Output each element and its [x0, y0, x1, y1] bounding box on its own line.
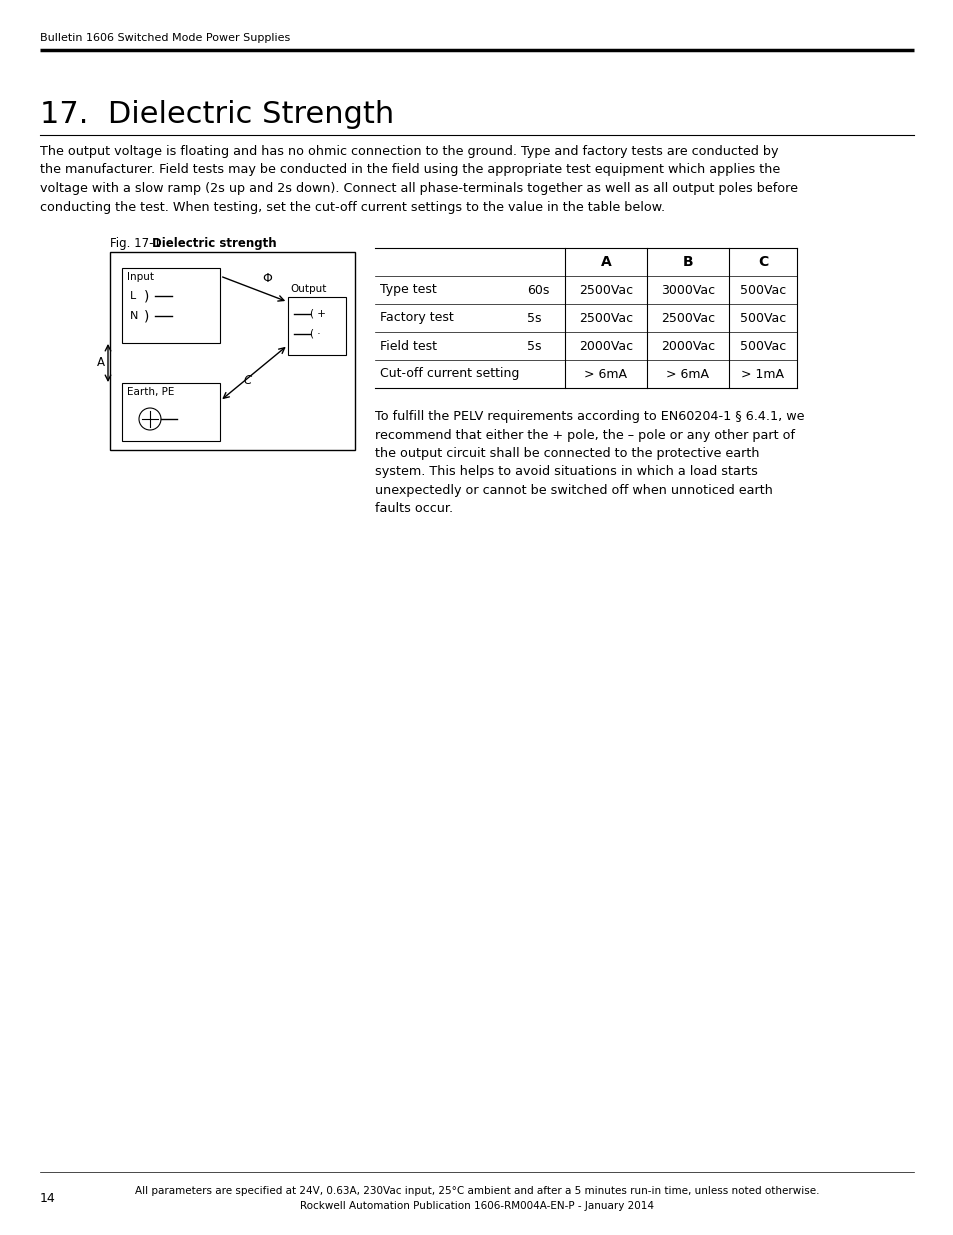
Text: 500Vac: 500Vac	[740, 284, 785, 296]
Text: A: A	[600, 254, 611, 269]
Text: L: L	[130, 291, 136, 301]
Text: Output: Output	[290, 284, 326, 294]
Text: 2500Vac: 2500Vac	[660, 311, 715, 325]
Bar	[122, 383, 220, 441]
Text: Φ: Φ	[262, 273, 272, 285]
Text: 14: 14	[40, 1192, 55, 1205]
Text: Field test: Field test	[379, 340, 436, 352]
Text: ): )	[144, 289, 150, 303]
Text: 2500Vac: 2500Vac	[578, 311, 633, 325]
Text: Bulletin 1606 Switched Mode Power Supplies: Bulletin 1606 Switched Mode Power Suppli…	[40, 33, 290, 43]
Text: Factory test: Factory test	[379, 311, 454, 325]
Text: Earth, PE: Earth, PE	[127, 387, 174, 396]
Text: C: C	[244, 374, 252, 388]
Text: 3000Vac: 3000Vac	[660, 284, 715, 296]
Text: Rockwell Automation Publication 1606-RM004A-EN-P - January 2014: Rockwell Automation Publication 1606-RM0…	[299, 1200, 654, 1212]
Text: 2000Vac: 2000Vac	[578, 340, 633, 352]
Text: Dielectric strength: Dielectric strength	[152, 237, 276, 249]
Text: A: A	[97, 357, 105, 369]
Bar	[122, 268, 220, 343]
Text: > 1mA: > 1mA	[740, 368, 783, 380]
Bar	[288, 296, 346, 354]
Text: 2500Vac: 2500Vac	[578, 284, 633, 296]
Text: 2000Vac: 2000Vac	[660, 340, 715, 352]
Text: Input: Input	[127, 272, 153, 282]
Text: ( +: ( +	[310, 309, 326, 319]
Text: To fulfill the PELV requirements according to EN60204-1 § 6.4.1, we
recommend th: To fulfill the PELV requirements accordi…	[375, 410, 803, 515]
Text: > 6mA: > 6mA	[584, 368, 627, 380]
Text: 500Vac: 500Vac	[740, 311, 785, 325]
Text: The output voltage is floating and has no ohmic connection to the ground. Type a: The output voltage is floating and has n…	[40, 144, 797, 214]
Text: > 6mA: > 6mA	[666, 368, 709, 380]
Text: 17.  Dielectric Strength: 17. Dielectric Strength	[40, 100, 394, 128]
Text: C: C	[757, 254, 767, 269]
Text: Cut-off current setting: Cut-off current setting	[379, 368, 518, 380]
Text: 5s: 5s	[526, 340, 541, 352]
Text: Type test: Type test	[379, 284, 436, 296]
Text: 500Vac: 500Vac	[740, 340, 785, 352]
Text: ): )	[144, 309, 150, 324]
Text: ( ·: ( ·	[310, 329, 320, 338]
Text: All parameters are specified at 24V, 0.63A, 230Vac input, 25°C ambient and after: All parameters are specified at 24V, 0.6…	[134, 1186, 819, 1195]
Text: 5s: 5s	[526, 311, 541, 325]
Bar	[110, 252, 355, 450]
Text: B: B	[682, 254, 693, 269]
Text: N: N	[130, 311, 138, 321]
Text: Fig. 17-1: Fig. 17-1	[110, 237, 169, 249]
Text: 60s: 60s	[526, 284, 549, 296]
